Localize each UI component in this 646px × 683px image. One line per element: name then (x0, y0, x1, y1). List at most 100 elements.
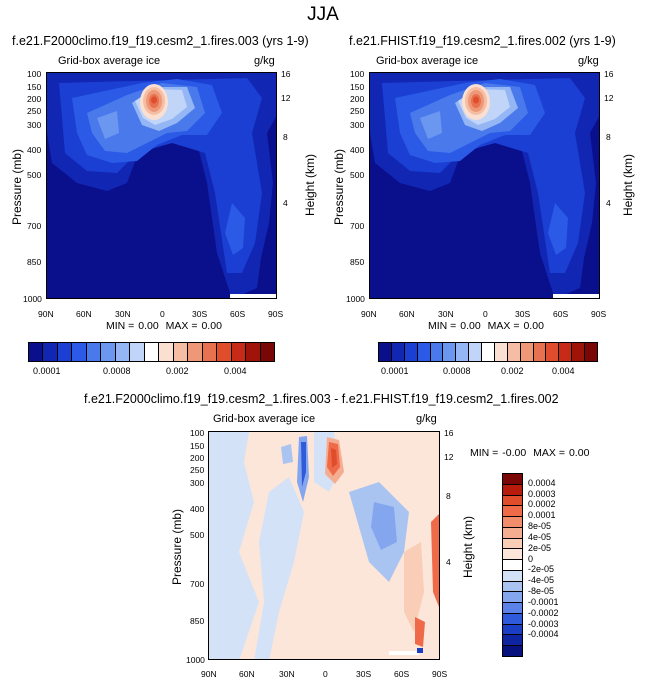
p1-ytick-400: 400 (27, 145, 42, 155)
p1-ytick-850: 850 (27, 257, 42, 267)
p3-xtick-0: 0 (323, 669, 328, 679)
panel-2-colorbar (378, 342, 598, 362)
p1-min-value: 0.00 (138, 320, 159, 332)
colorbar-label: -0.0002 (528, 607, 559, 618)
colorbar-swatch (503, 570, 522, 582)
p1-xtick-0: 0 (160, 309, 165, 319)
p3-xtick-30n: 30N (279, 669, 295, 679)
p2-cbar-label-0: 0.0001 (381, 366, 409, 376)
colorbar-swatch (43, 343, 58, 361)
p2-max-value: 0.00 (523, 320, 544, 332)
p1-ytick-250: 250 (27, 106, 42, 116)
colorbar-swatch (72, 343, 87, 361)
colorbar-swatch (430, 343, 444, 361)
panel-1-plot (46, 72, 277, 299)
panel-1-colorbar (28, 342, 275, 362)
colorbar-swatch (503, 495, 522, 507)
colorbar-swatch (188, 343, 203, 361)
colorbar-label: 0.0004 (528, 477, 556, 488)
p2-ytick-500: 500 (350, 170, 365, 180)
colorbar-swatch (503, 624, 522, 636)
colorbar-swatch (503, 474, 522, 485)
colorbar-label: -2e-05 (528, 564, 555, 575)
colorbar-swatch (482, 343, 495, 361)
panel-1-units: g/kg (254, 55, 275, 67)
colorbar-label: 0.0002 (528, 499, 556, 510)
p3-ytick-850: 850 (190, 616, 205, 626)
p1-ylabel-right: Height (km) (303, 154, 317, 217)
p2-ytick-300: 300 (350, 120, 365, 130)
p3-xtick-90n: 90N (201, 669, 217, 679)
p1-xtick-30n: 30N (115, 309, 131, 319)
colorbar-swatch (533, 343, 547, 361)
panel-2-subtitle: Grid-box average ice (376, 55, 479, 67)
p3-min-value: -0.00 (502, 447, 527, 459)
p1-htick-16: 16 (281, 69, 291, 79)
p2-ytick-200: 200 (350, 94, 365, 104)
colorbar-label: -0.0001 (528, 596, 559, 607)
colorbar-swatch (503, 506, 522, 518)
colorbar-swatch (29, 343, 44, 361)
p2-htick-8: 8 (606, 132, 611, 142)
colorbar-swatch (503, 613, 522, 625)
colorbar-swatch (379, 343, 392, 361)
colorbar-swatch (417, 343, 431, 361)
p3-ytick-700: 700 (190, 579, 205, 589)
colorbar-swatch (130, 343, 145, 361)
colorbar-swatch (57, 343, 73, 361)
panel-3-minmax: MIN = -0.00 MAX = 0.00 (470, 447, 593, 459)
p2-ytick-150: 150 (350, 82, 365, 92)
p3-xtick-90s: 90S (432, 669, 448, 679)
colorbar-label: 4e-05 (528, 531, 552, 542)
panel-2-plot (369, 72, 600, 299)
p1-ytick-150: 150 (27, 82, 42, 92)
colorbar-swatch (503, 560, 522, 571)
panel-3-title: f.e21.F2000climo.f19_f19.cesm2_1.fires.0… (84, 392, 559, 406)
panel-2-minmax: MIN = 0.00 MAX = 0.00 (428, 320, 548, 332)
panel-3-contour-field (209, 432, 439, 659)
p1-ylabel: Pressure (mb) (10, 149, 24, 226)
colorbar-swatch (546, 343, 560, 361)
p2-ytick-700: 700 (350, 221, 365, 231)
p3-ytick-400: 400 (190, 504, 205, 514)
p1-cbar-label-3: 0.004 (224, 366, 247, 376)
colorbar-swatch (404, 343, 418, 361)
colorbar-swatch (585, 343, 597, 361)
p1-xtick-90s: 90S (268, 309, 284, 319)
p2-ytick-100: 100 (350, 69, 365, 79)
p2-max-label: MAX = (487, 320, 520, 332)
p3-min-label: MIN = (470, 447, 499, 459)
colorbar-swatch (559, 343, 573, 361)
p2-xtick-90n: 90N (361, 309, 377, 319)
p2-htick-4: 4 (606, 198, 611, 208)
colorbar-swatch (503, 646, 522, 657)
colorbar-label: -8e-05 (528, 586, 555, 597)
colorbar-label: 0 (528, 553, 534, 564)
p3-ytick-200: 200 (190, 453, 205, 463)
p3-ytick-100: 100 (190, 428, 205, 438)
p1-max-label: MAX = (165, 320, 198, 332)
p1-htick-8: 8 (283, 132, 288, 142)
colorbar-swatch (520, 343, 534, 361)
p2-ytick-400: 400 (350, 145, 365, 155)
p1-xtick-60n: 60N (76, 309, 92, 319)
p3-htick-16: 16 (444, 428, 454, 438)
p2-ylabel: Pressure (mb) (332, 149, 346, 226)
colorbar-swatch (503, 527, 522, 539)
colorbar-swatch (503, 549, 522, 561)
p3-ylabel: Pressure (mb) (170, 509, 184, 586)
colorbar-swatch (231, 343, 247, 361)
p2-ytick-250: 250 (350, 106, 365, 116)
panel-3-subtitle: Grid-box average ice (213, 413, 316, 425)
p2-ylabel-right: Height (km) (621, 154, 635, 217)
p3-ytick-300: 300 (190, 478, 205, 488)
panel-1-title: f.e21.F2000climo.f19_f19.cesm2_1.fires.0… (12, 34, 309, 48)
p1-max-value: 0.00 (201, 320, 222, 332)
p2-xtick-60s: 60S (553, 309, 569, 319)
p3-xtick-60s: 60S (394, 669, 410, 679)
p1-cbar-label-2: 0.002 (166, 366, 189, 376)
p2-ytick-850: 850 (350, 257, 365, 267)
colorbar-swatch (503, 592, 522, 604)
p2-min-label: MIN = (428, 320, 457, 332)
colorbar-swatch (173, 343, 189, 361)
